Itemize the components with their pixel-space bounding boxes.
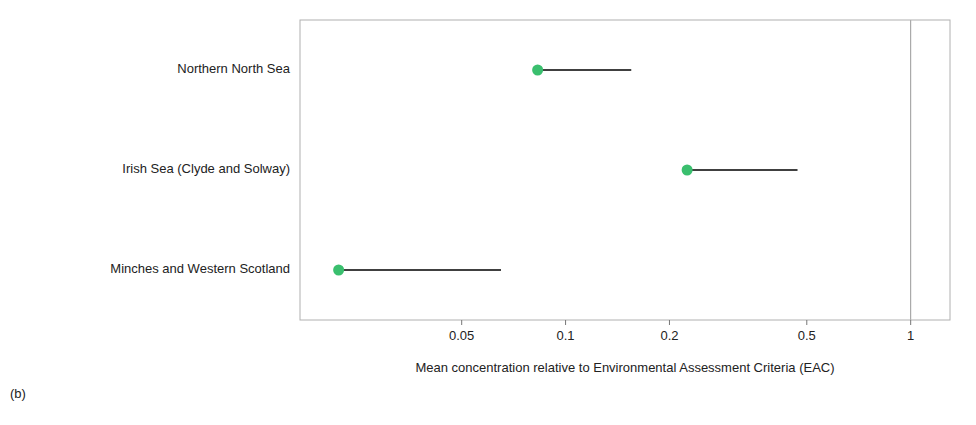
chart-container: 0.05 0.1 0.2 0.5 1 Northern North Sea Irish Se… bbox=[0, 0, 976, 425]
dot bbox=[682, 165, 693, 176]
x-tick bbox=[910, 320, 911, 325]
category-label: Northern North Sea bbox=[177, 61, 290, 76]
chart-svg: 0.05 0.1 0.2 0.5 1 Northern North Sea Irish Se… bbox=[0, 0, 976, 425]
marks bbox=[333, 20, 911, 320]
category-label: Irish Sea (Clyde and Solway) bbox=[122, 161, 290, 176]
x-tick-label: 1 bbox=[907, 328, 914, 343]
range-line bbox=[339, 269, 501, 271]
x-tick-label: 0.05 bbox=[449, 328, 474, 343]
x-tick bbox=[669, 320, 670, 325]
x-tick bbox=[461, 320, 462, 325]
x-tick bbox=[806, 320, 807, 325]
range-line bbox=[687, 169, 797, 171]
x-tick-label: 0.2 bbox=[660, 328, 678, 343]
x-tick-label: 0.5 bbox=[798, 328, 816, 343]
reference-line bbox=[910, 20, 911, 320]
dot bbox=[532, 65, 543, 76]
x-axis-label: Mean concentration relative to Environme… bbox=[415, 360, 834, 375]
dot bbox=[333, 265, 344, 276]
x-tick bbox=[565, 320, 566, 325]
panel-label: (b) bbox=[10, 386, 26, 401]
category-label: Minches and Western Scotland bbox=[110, 261, 290, 276]
x-tick-label: 0.1 bbox=[557, 328, 575, 343]
range-line bbox=[538, 69, 632, 71]
page: {"chart_data": {"type": "range", "orient… bbox=[0, 0, 976, 425]
plot-frame bbox=[300, 20, 950, 320]
